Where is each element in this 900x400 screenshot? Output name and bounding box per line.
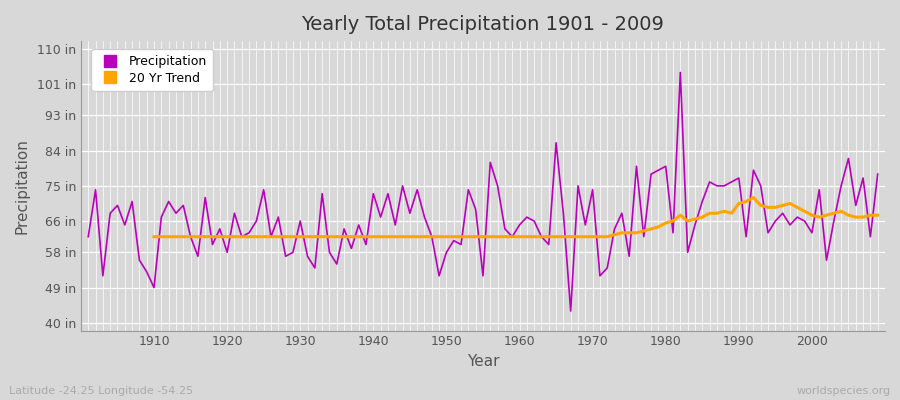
Title: Yearly Total Precipitation 1901 - 2009: Yearly Total Precipitation 1901 - 2009 bbox=[302, 15, 664, 34]
Legend: Precipitation, 20 Yr Trend: Precipitation, 20 Yr Trend bbox=[91, 49, 213, 91]
Y-axis label: Precipitation: Precipitation bbox=[15, 138, 30, 234]
Text: worldspecies.org: worldspecies.org bbox=[796, 386, 891, 396]
Text: Latitude -24.25 Longitude -54.25: Latitude -24.25 Longitude -54.25 bbox=[9, 386, 194, 396]
X-axis label: Year: Year bbox=[467, 354, 500, 369]
